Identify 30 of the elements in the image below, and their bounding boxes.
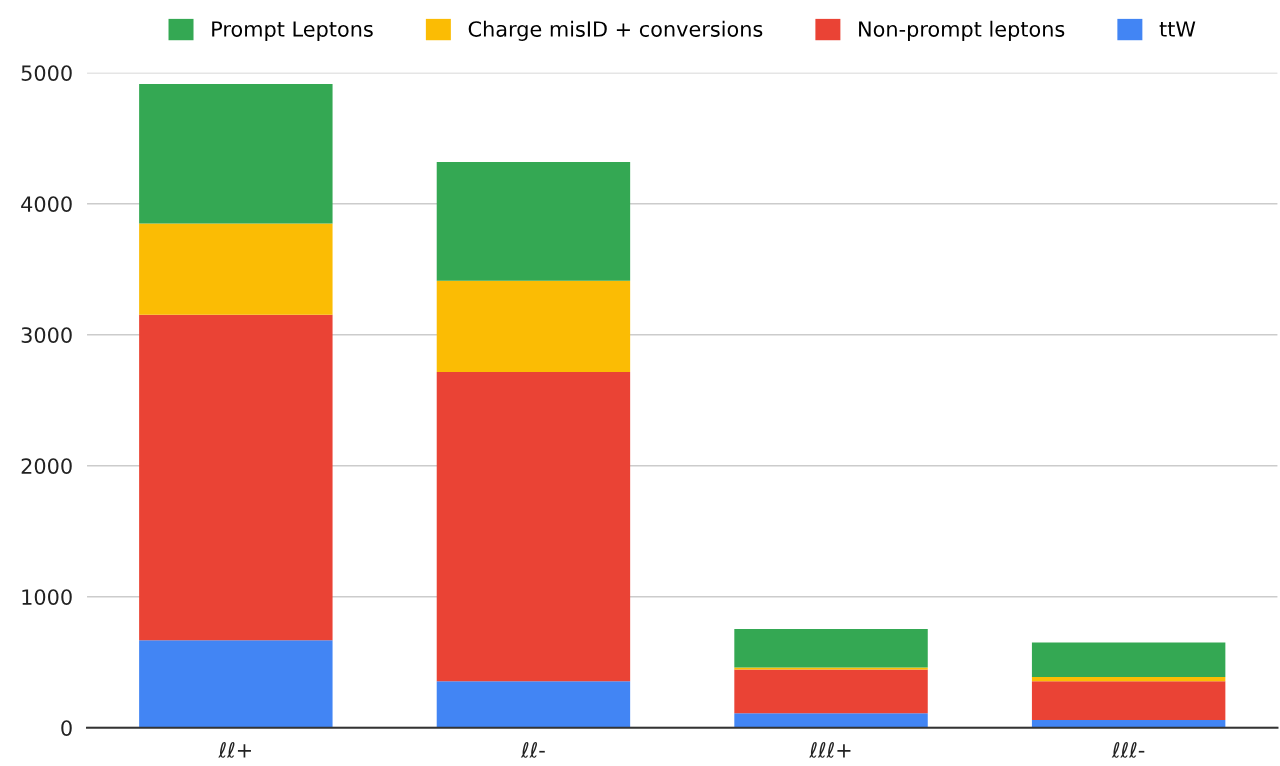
bar bbox=[1031, 676, 1226, 682]
bar bbox=[139, 314, 333, 641]
legend-label: ttW bbox=[1159, 21, 1196, 37]
legend-label: Non-prompt leptons bbox=[859, 20, 1065, 41]
bar bbox=[734, 713, 928, 728]
y-tick-label: 1000 bbox=[22, 589, 72, 605]
x-tick-label: ℓℓℓ+ bbox=[809, 741, 851, 758]
y-tick-label: 3000 bbox=[21, 327, 72, 343]
x-tick-label: ℓℓ+ bbox=[218, 741, 251, 758]
y-tick-label: 5000 bbox=[21, 65, 72, 81]
bar bbox=[436, 681, 631, 728]
y-tick-label: 4000 bbox=[21, 196, 72, 212]
y-tick-label: 0 bbox=[61, 720, 72, 736]
bar bbox=[734, 667, 928, 670]
bar bbox=[139, 640, 333, 728]
bar bbox=[139, 83, 333, 224]
bar bbox=[734, 628, 928, 668]
bar bbox=[1031, 681, 1226, 720]
bar bbox=[1031, 719, 1226, 728]
x-tick-label: ℓℓℓ- bbox=[1111, 741, 1145, 758]
x-tick-label: ℓℓ- bbox=[520, 741, 545, 758]
bar bbox=[1031, 642, 1226, 677]
legend-label: Charge misID + conversions bbox=[468, 20, 763, 41]
bar bbox=[734, 669, 928, 714]
legend-label: Prompt Leptons bbox=[212, 21, 373, 41]
bar bbox=[436, 372, 631, 682]
bar bbox=[436, 280, 631, 373]
bar bbox=[139, 223, 333, 315]
y-tick-label: 2000 bbox=[21, 458, 72, 474]
bar bbox=[436, 161, 631, 281]
